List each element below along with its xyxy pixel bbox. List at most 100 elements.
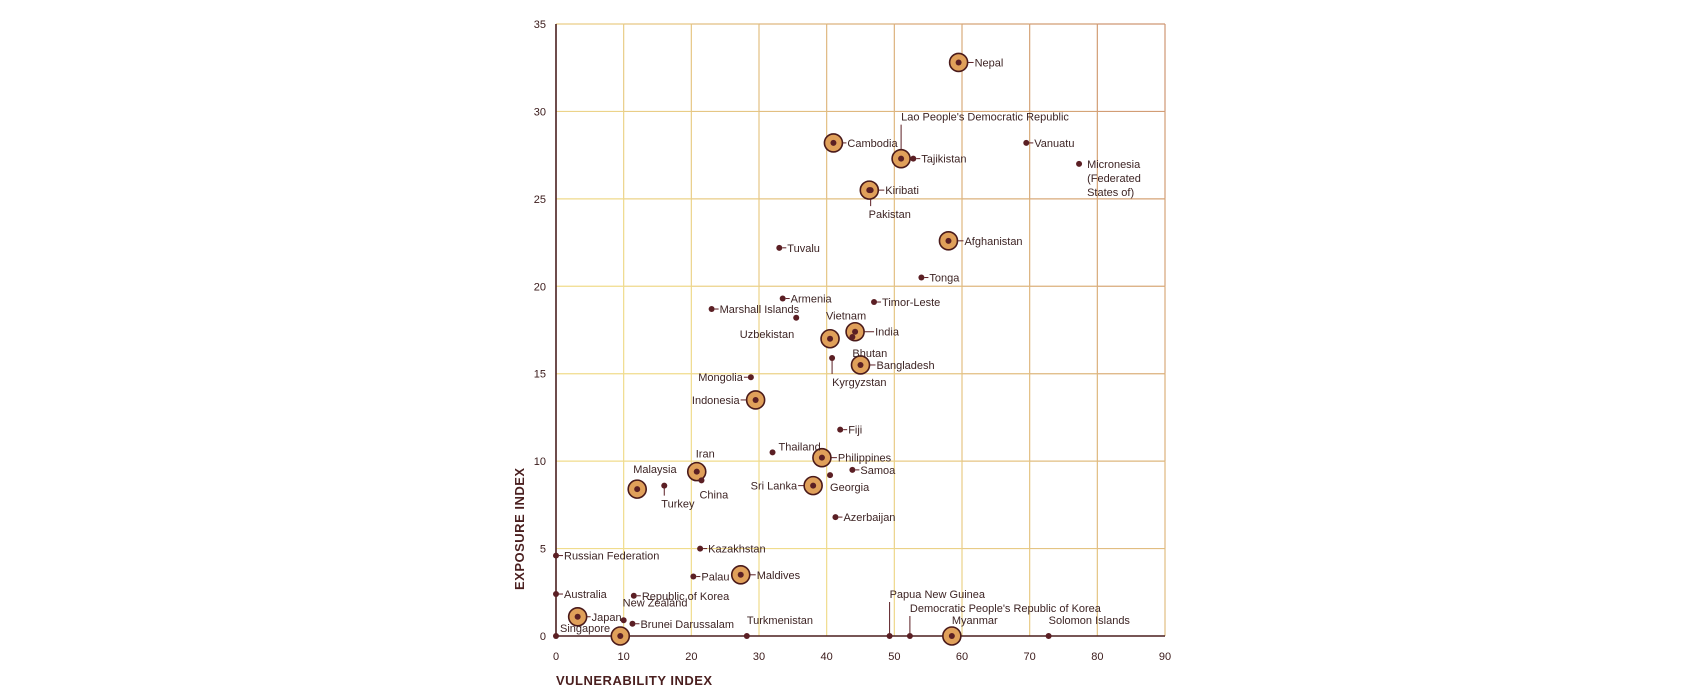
- point-label-india: India: [875, 327, 900, 339]
- point-marker-turkey: [661, 482, 668, 489]
- point-marker-brunei-darussalam: [629, 620, 636, 627]
- point-marker-sri-lanka: [810, 482, 817, 489]
- point-label-russian-federation: Russian Federation: [564, 551, 659, 563]
- point-label-japan: Japan: [592, 612, 622, 624]
- point-label-malaysia: Malaysia: [633, 464, 677, 476]
- point-marker-australia: [553, 591, 559, 598]
- point-marker-philippines: [818, 454, 825, 461]
- y-tick-label: 30: [534, 106, 546, 118]
- point-label-iran: Iran: [696, 449, 715, 461]
- point-label-democratic-people-s-republic-of-korea: Democratic People's Republic of Korea: [910, 603, 1102, 615]
- point-label-maldives: Maldives: [757, 570, 801, 582]
- point-label-fiji: Fiji: [848, 425, 862, 437]
- point-marker-singapore: [553, 633, 559, 639]
- point-label-china: China: [699, 489, 729, 501]
- point-marker-china: [698, 477, 705, 484]
- point-label-papua-new-guinea: Papua New Guinea: [890, 589, 986, 601]
- point-marker-unlabeled: [617, 633, 624, 639]
- y-tick-labels: 0 5 10 15 20 25 30 35: [534, 19, 546, 643]
- point-marker-pakistan: [867, 187, 874, 194]
- point-label-philippines: Philippines: [838, 453, 892, 465]
- point-marker-republic-of-korea: [630, 592, 637, 599]
- point-marker-democratic-people-s-republic-of-korea: [906, 633, 913, 639]
- y-tick-label: 25: [534, 194, 546, 206]
- point-label-tuvalu: Tuvalu: [787, 243, 820, 255]
- point-marker-fiji: [837, 426, 844, 433]
- point-marker-turkmenistan: [743, 633, 750, 639]
- point-marker-georgia: [827, 472, 834, 479]
- point-marker-mongolia: [747, 374, 754, 381]
- y-tick-label: 15: [534, 369, 546, 381]
- point-marker-bangladesh: [857, 361, 864, 368]
- y-tick-label: 20: [534, 281, 546, 293]
- x-tick-labels: 0 10 20 30 40 50 60 70 80 90: [553, 651, 1171, 663]
- grid: [556, 23, 1166, 636]
- point-label-vanuatu: Vanuatu: [1034, 138, 1074, 150]
- point-marker-thailand: [769, 449, 776, 456]
- y-tick-label: 5: [540, 544, 546, 556]
- point-marker-kazakhstan: [697, 545, 704, 552]
- point-marker-tuvalu: [776, 244, 783, 251]
- point-label-turkmenistan: Turkmenistan: [747, 615, 813, 627]
- point-label-sri-lanka: Sri Lanka: [751, 481, 798, 493]
- point-label-azerbaijan: Azerbaijan: [843, 512, 895, 524]
- point-label-tajikistan: Tajikistan: [921, 154, 966, 166]
- point-label-timor-leste: Timor-Leste: [882, 297, 940, 309]
- point-label-kyrgyzstan: Kyrgyzstan: [832, 377, 886, 389]
- point-marker-armenia: [779, 295, 786, 302]
- y-tick-label: 35: [534, 19, 546, 31]
- point-label-nepal: Nepal: [975, 57, 1004, 69]
- point-label-mongolia: Mongolia: [698, 372, 744, 384]
- point-labels: Nepal Lao People's Democratic Republic Cam…: [560, 57, 1141, 635]
- x-tick-label: 60: [956, 651, 968, 663]
- point-label-georgia: Georgia: [830, 482, 870, 494]
- point-marker-malaysia: [634, 486, 641, 493]
- x-tick-label: 50: [888, 651, 900, 663]
- point-label-armenia: Armenia: [791, 294, 833, 306]
- point-label-uzbekistan: Uzbekistan: [740, 329, 794, 341]
- x-tick-label: 90: [1159, 651, 1171, 663]
- point-marker-russian-federation: [553, 552, 559, 559]
- point-marker-afghanistan: [945, 237, 952, 244]
- point-marker-tonga: [918, 274, 925, 281]
- x-tick-label: 80: [1091, 651, 1103, 663]
- point-label-bangladesh: Bangladesh: [877, 360, 935, 372]
- x-tick-label: 10: [618, 651, 630, 663]
- point-label-marshall-islands: Marshall Islands: [720, 304, 800, 316]
- axes: [555, 24, 1165, 637]
- point-marker-indonesia: [752, 396, 759, 403]
- point-label-samoa: Samoa: [860, 465, 896, 477]
- point-label-new-zealand: New Zealand: [623, 597, 688, 609]
- point-label-palau: Palau: [701, 572, 729, 584]
- point-marker-papua-new-guinea: [886, 633, 893, 639]
- point-label-turkey: Turkey: [661, 499, 695, 511]
- point-label-indonesia: Indonesia: [692, 395, 741, 407]
- point-marker-india: [852, 328, 859, 335]
- point-marker-nepal: [955, 59, 962, 66]
- point-label-vietnam: Vietnam: [826, 311, 866, 323]
- y-tick-label: 0: [540, 631, 546, 643]
- point-marker-kyrgyzstan: [829, 354, 836, 361]
- point-marker-lao-people-s-democratic-republic: [898, 155, 905, 162]
- point-marker-vanuatu: [1023, 139, 1030, 146]
- point-label-solomon-islands: Solomon Islands: [1049, 615, 1131, 627]
- point-label-kiribati: Kiribati: [885, 185, 919, 197]
- point-marker-japan: [574, 613, 581, 620]
- point-label-brunei-darussalam: Brunei Darussalam: [640, 619, 734, 631]
- point-marker-iran: [693, 468, 700, 475]
- point-marker-bhutan: [849, 333, 856, 340]
- point-marker-maldives: [737, 571, 744, 578]
- point-marker-micronesia-federated-states-of: [1076, 160, 1083, 167]
- point-marker-timor-leste: [871, 299, 878, 306]
- point-label-cambodia: Cambodia: [847, 138, 898, 150]
- data-points: [553, 52, 1083, 646]
- point-marker-marshall-islands: [708, 306, 715, 313]
- point-marker-tajikistan: [910, 155, 917, 162]
- x-tick-label: 40: [821, 651, 833, 663]
- point-marker-myanmar: [948, 633, 955, 639]
- x-tick-label: 20: [685, 651, 697, 663]
- point-label-myanmar: Myanmar: [952, 615, 998, 627]
- point-marker-new-zealand: [620, 617, 627, 624]
- point-label-pakistan: Pakistan: [869, 209, 911, 221]
